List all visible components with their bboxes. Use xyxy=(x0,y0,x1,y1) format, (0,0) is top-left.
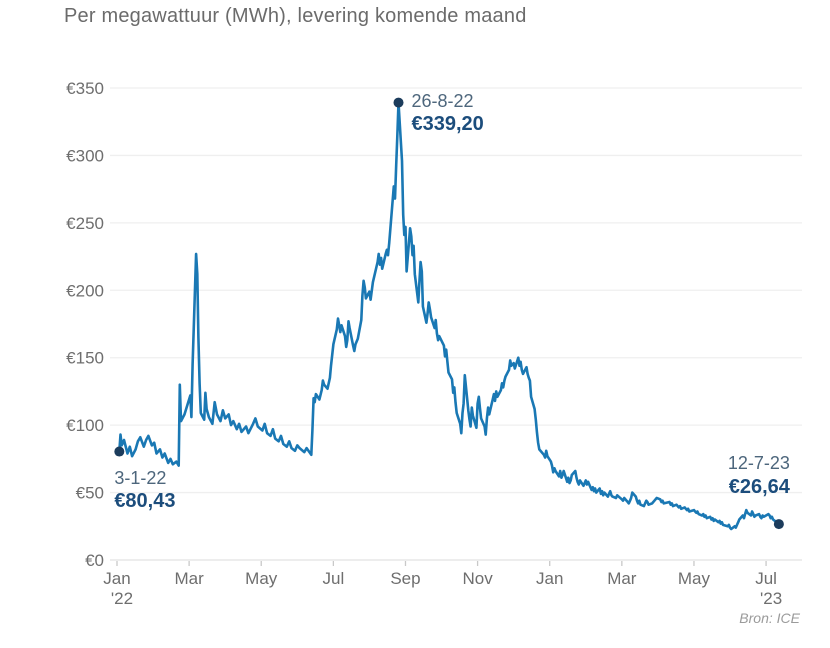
x-tick-label: Jan xyxy=(536,569,563,588)
x-tick-label: May xyxy=(678,569,711,588)
y-tick-label: €300 xyxy=(66,146,104,165)
x-tick-label: Mar xyxy=(174,569,204,588)
chart-title: Per megawattuur (MWh), levering komende … xyxy=(64,5,527,27)
annotation-start-date: 3-1-22 xyxy=(114,467,167,488)
y-tick-label: €0 xyxy=(85,551,104,570)
annotation-dot-peak xyxy=(393,97,404,108)
x-tick-label: Jul xyxy=(322,569,344,588)
annotation-start-value: €80,43 xyxy=(114,490,176,513)
annotation-end-date: 12-7-23 xyxy=(727,453,790,474)
x-tick-label: Jan xyxy=(103,569,130,588)
x-tick-year-label: '23 xyxy=(760,589,782,608)
y-tick-label: €350 xyxy=(66,79,104,98)
y-tick-label: €100 xyxy=(66,416,104,435)
y-tick-label: €50 xyxy=(76,484,104,503)
annotation-start: 3-1-22 €80,43 xyxy=(114,467,175,515)
annotation-dot-start xyxy=(114,446,125,457)
y-tick-label: €150 xyxy=(66,349,104,368)
x-tick-label: Jul xyxy=(755,569,777,588)
y-tick-label: €250 xyxy=(66,214,104,233)
source-credit: Bron: ICE xyxy=(739,610,800,626)
annotation-end-value: €26,64 xyxy=(728,475,790,498)
price-line xyxy=(118,101,781,531)
y-tick-label: €200 xyxy=(66,281,104,300)
x-tick-label: Sep xyxy=(390,569,420,588)
annotation-dot-end xyxy=(773,519,784,530)
annotation-peak-value: €339,20 xyxy=(411,113,484,136)
annotation-peak: 26-8-22 €339,20 xyxy=(412,90,484,138)
x-tick-label: Mar xyxy=(607,569,637,588)
x-tick-label: Nov xyxy=(462,569,493,588)
x-tick-label: May xyxy=(245,569,278,588)
x-tick-year-label: '22 xyxy=(111,589,133,608)
annotation-end: 12-7-23 €26,64 xyxy=(728,452,790,500)
annotation-peak-date: 26-8-22 xyxy=(411,90,474,111)
